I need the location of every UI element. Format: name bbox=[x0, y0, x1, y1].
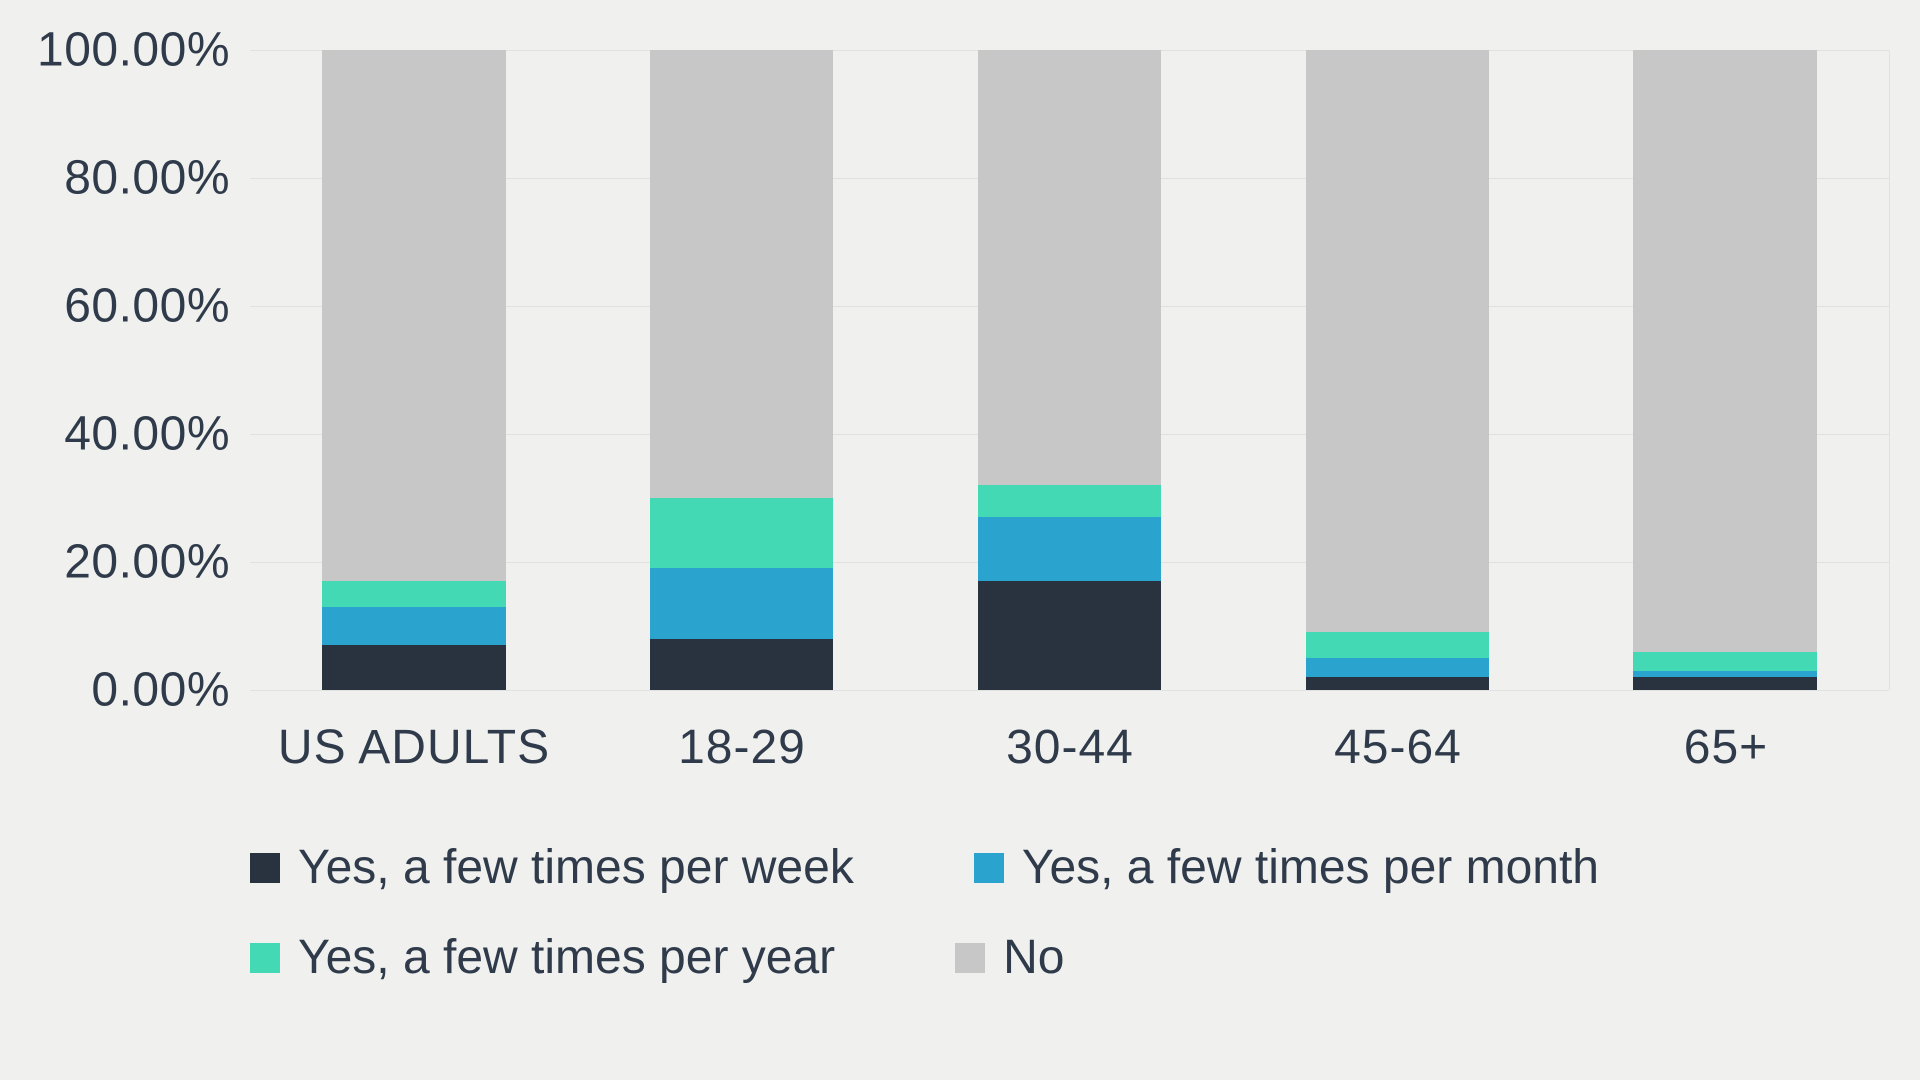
bar bbox=[1633, 50, 1817, 690]
plot-area bbox=[250, 50, 1890, 690]
bars-container bbox=[250, 50, 1889, 690]
bar-segment-no bbox=[1306, 50, 1490, 632]
bar-slot bbox=[906, 50, 1234, 690]
x-axis-labels: US ADULTS18-2930-4445-6465+ bbox=[250, 720, 1890, 775]
bar-slot bbox=[578, 50, 906, 690]
bar-segment-year bbox=[978, 485, 1162, 517]
bar-segment-year bbox=[322, 581, 506, 607]
bar bbox=[650, 50, 834, 690]
stacked-bar-chart: 0.00% 20.00% 40.00% 60.00% 80.00% 100.00% US … bbox=[10, 20, 1910, 1060]
legend-swatch-icon bbox=[955, 943, 985, 973]
legend-swatch-icon bbox=[250, 853, 280, 883]
y-tick-label: 80.00% bbox=[20, 151, 230, 206]
bar-slot bbox=[250, 50, 578, 690]
bar-segment-month bbox=[978, 517, 1162, 581]
legend-label: Yes, a few times per week bbox=[298, 840, 854, 895]
x-tick-label: 18-29 bbox=[578, 720, 906, 775]
legend-item-no: No bbox=[955, 930, 1064, 985]
bar-segment-week bbox=[322, 645, 506, 690]
bar-segment-no bbox=[322, 50, 506, 581]
bar-segment-no bbox=[978, 50, 1162, 485]
legend: Yes, a few times per week Yes, a few time… bbox=[250, 840, 1890, 1020]
bar-segment-year bbox=[1306, 632, 1490, 658]
y-tick-label: 0.00% bbox=[20, 663, 230, 718]
y-tick-label: 20.00% bbox=[20, 535, 230, 590]
bar-segment-month bbox=[650, 568, 834, 638]
legend-swatch-icon bbox=[250, 943, 280, 973]
legend-item-year: Yes, a few times per year bbox=[250, 930, 835, 985]
legend-swatch-icon bbox=[974, 853, 1004, 883]
bar bbox=[978, 50, 1162, 690]
bar-segment-no bbox=[1633, 50, 1817, 652]
legend-row: Yes, a few times per year No bbox=[250, 930, 1890, 985]
legend-label: Yes, a few times per year bbox=[298, 930, 835, 985]
bar-slot bbox=[1233, 50, 1561, 690]
y-tick-label: 100.00% bbox=[20, 23, 230, 78]
legend-row: Yes, a few times per week Yes, a few time… bbox=[250, 840, 1890, 895]
legend-label: No bbox=[1003, 930, 1064, 985]
bar bbox=[1306, 50, 1490, 690]
y-tick-label: 60.00% bbox=[20, 279, 230, 334]
bar-segment-week bbox=[1633, 677, 1817, 690]
bar-slot bbox=[1561, 50, 1889, 690]
bar-segment-month bbox=[1306, 658, 1490, 677]
x-tick-label: 30-44 bbox=[906, 720, 1234, 775]
bar-segment-year bbox=[1633, 652, 1817, 671]
legend-item-month: Yes, a few times per month bbox=[974, 840, 1599, 895]
bar-segment-year bbox=[650, 498, 834, 568]
x-tick-label: 65+ bbox=[1562, 720, 1890, 775]
bar-segment-no bbox=[650, 50, 834, 498]
bar-segment-week bbox=[978, 581, 1162, 690]
bar bbox=[322, 50, 506, 690]
bar-segment-week bbox=[650, 639, 834, 690]
gridline bbox=[250, 690, 1889, 691]
x-tick-label: 45-64 bbox=[1234, 720, 1562, 775]
y-tick-label: 40.00% bbox=[20, 407, 230, 462]
x-tick-label: US ADULTS bbox=[250, 720, 578, 775]
bar-segment-month bbox=[322, 607, 506, 645]
legend-label: Yes, a few times per month bbox=[1022, 840, 1599, 895]
bar-segment-week bbox=[1306, 677, 1490, 690]
legend-item-week: Yes, a few times per week bbox=[250, 840, 854, 895]
